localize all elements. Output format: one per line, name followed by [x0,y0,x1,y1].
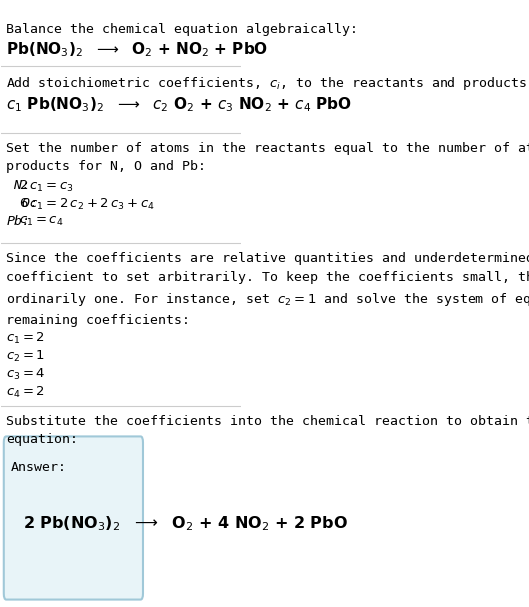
Text: Answer:: Answer: [11,461,67,473]
FancyBboxPatch shape [4,436,143,600]
Text: Substitute the coefficients into the chemical reaction to obtain the balanced: Substitute the coefficients into the che… [6,415,529,429]
Text: N:: N: [6,179,30,192]
Text: Pb:: Pb: [6,215,30,228]
Text: equation:: equation: [6,433,78,446]
Text: $c_2 = 1$: $c_2 = 1$ [6,349,45,364]
Text: $c_1 = c_4$: $c_1 = c_4$ [20,215,64,228]
Text: Pb(NO$_3$)$_2$  $\longrightarrow$  O$_2$ + NO$_2$ + PbO: Pb(NO$_3$)$_2$ $\longrightarrow$ O$_2$ +… [6,41,268,59]
Text: $2\,c_1 = c_3$: $2\,c_1 = c_3$ [20,179,74,194]
Text: products for N, O and Pb:: products for N, O and Pb: [6,160,206,173]
Text: $c_3 = 4$: $c_3 = 4$ [6,367,45,382]
Text: Balance the chemical equation algebraically:: Balance the chemical equation algebraica… [6,22,358,36]
Text: 2 Pb(NO$_3$)$_2$  $\longrightarrow$  O$_2$ + 4 NO$_2$ + 2 PbO: 2 Pb(NO$_3$)$_2$ $\longrightarrow$ O$_2$… [23,515,348,534]
Text: Set the number of atoms in the reactants equal to the number of atoms in the: Set the number of atoms in the reactants… [6,141,529,155]
Text: Since the coefficients are relative quantities and underdetermined, choose a
coe: Since the coefficients are relative quan… [6,252,529,327]
Text: $c_1$ Pb(NO$_3$)$_2$  $\longrightarrow$  $c_2$ O$_2$ + $c_3$ NO$_2$ + $c_4$ PbO: $c_1$ Pb(NO$_3$)$_2$ $\longrightarrow$ $… [6,95,352,114]
Text: $6\,c_1 = 2\,c_2 + 2\,c_3 + c_4$: $6\,c_1 = 2\,c_2 + 2\,c_3 + c_4$ [20,197,155,212]
Text: $c_1 = 2$: $c_1 = 2$ [6,331,45,346]
Text: $c_4 = 2$: $c_4 = 2$ [6,385,45,400]
Text: Add stoichiometric coefficients, $c_i$, to the reactants and products:: Add stoichiometric coefficients, $c_i$, … [6,75,529,92]
Text: O:: O: [6,197,38,210]
